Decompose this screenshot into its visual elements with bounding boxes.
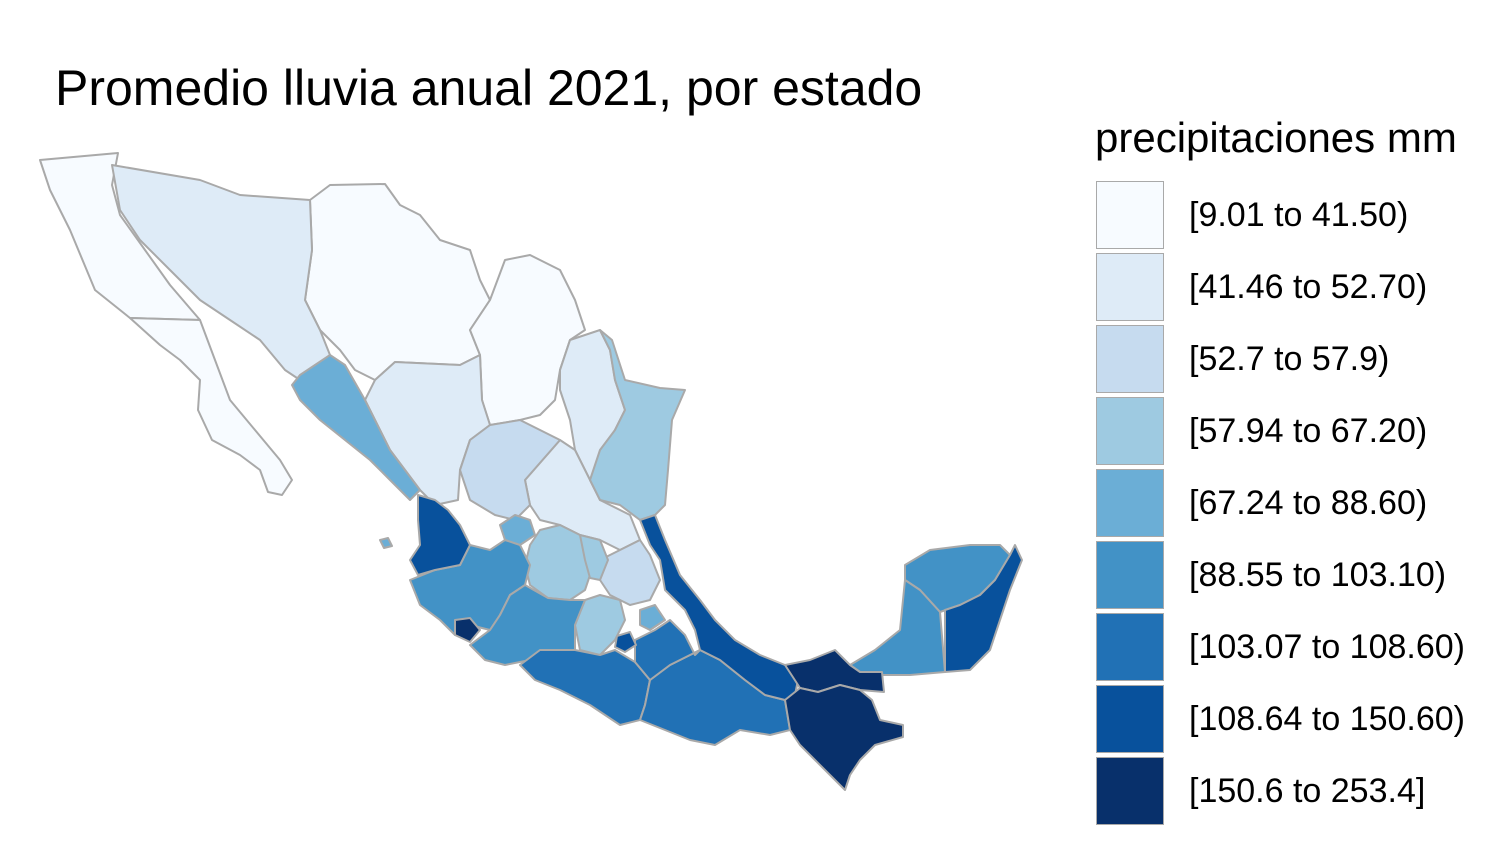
state-guerrero	[519, 649, 651, 726]
state-zacatecas	[459, 419, 561, 521]
state-mexico	[574, 594, 626, 656]
state-queretaro	[579, 534, 609, 581]
state-baja-california	[39, 152, 201, 321]
legend-swatch	[1096, 757, 1164, 825]
state-puebla	[634, 619, 701, 681]
state-quintana-roo	[944, 544, 1023, 673]
legend-label: [150.6 to 253.4]	[1189, 772, 1426, 810]
legend-label: [103.07 to 108.60)	[1189, 628, 1466, 666]
legend-label: [52.7 to 57.9)	[1189, 340, 1390, 378]
state-chihuahua	[304, 183, 491, 381]
legend-swatch	[1096, 541, 1164, 609]
legend-item: [108.64 to 150.60)	[1095, 684, 1485, 756]
legend-label: [88.55 to 103.10)	[1189, 556, 1447, 594]
legend-swatch	[1096, 613, 1164, 681]
legend-item: [57.94 to 67.20)	[1095, 396, 1485, 468]
legend-label: [108.64 to 150.60)	[1189, 700, 1466, 738]
legend-item: [150.6 to 253.4]	[1095, 756, 1485, 828]
state-chiapas	[784, 684, 904, 791]
mexico-choropleth-map	[39, 152, 1023, 791]
legend-swatch	[1096, 325, 1164, 393]
legend-item: [41.46 to 52.70)	[1095, 252, 1485, 324]
legend-swatch	[1096, 685, 1164, 753]
state-hidalgo	[599, 539, 661, 606]
state-cdmx	[614, 631, 637, 653]
legend-label: [57.94 to 67.20)	[1189, 412, 1428, 450]
state-nayarit	[409, 494, 471, 576]
legend-title: precipitaciones mm	[1095, 114, 1457, 161]
state-nayarit-islands	[379, 537, 393, 549]
legend-label: [41.46 to 52.70)	[1189, 268, 1428, 306]
legend-item: [52.7 to 57.9)	[1095, 324, 1485, 396]
legend-swatch	[1096, 397, 1164, 465]
legend-swatch	[1096, 469, 1164, 537]
legend-item: [88.55 to 103.10)	[1095, 540, 1485, 612]
legend-swatch	[1096, 181, 1164, 249]
legend-label: [9.01 to 41.50)	[1189, 196, 1409, 234]
legend-label: [67.24 to 88.60)	[1189, 484, 1428, 522]
legend: [9.01 to 41.50) [41.46 to 52.70) [52.7 t…	[1095, 180, 1485, 828]
state-colima	[454, 617, 481, 643]
state-michoacan	[469, 584, 586, 666]
state-tlaxcala	[639, 604, 666, 631]
map-title: Promedio lluvia anual 2021, por estado	[55, 60, 923, 116]
legend-item: [103.07 to 108.60)	[1095, 612, 1485, 684]
legend-item: [67.24 to 88.60)	[1095, 468, 1485, 540]
legend-swatch	[1096, 253, 1164, 321]
legend-item: [9.01 to 41.50)	[1095, 180, 1485, 252]
state-sinaloa	[291, 354, 421, 501]
state-baja-california-sur	[129, 317, 293, 496]
